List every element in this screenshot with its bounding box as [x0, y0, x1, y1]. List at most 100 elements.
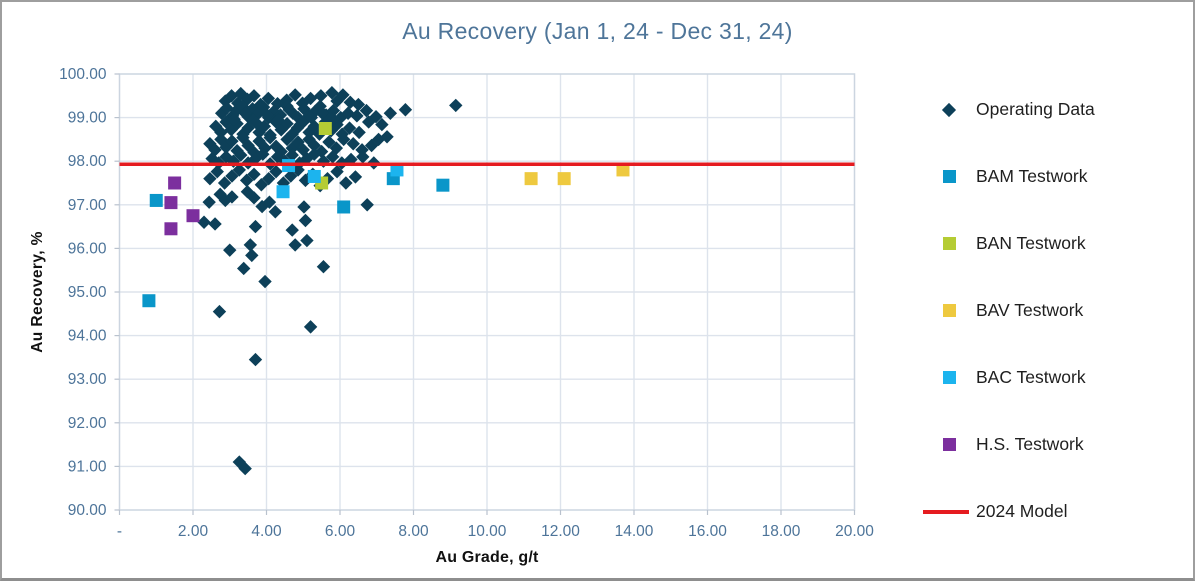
data-point-diamond	[348, 170, 363, 184]
data-point-diamond	[375, 117, 389, 132]
data-point-diamond	[298, 213, 313, 228]
legend-label: BAC Testwork	[976, 367, 1086, 387]
legend-label: BAV Testwork	[976, 300, 1084, 320]
x-tick-label: -	[117, 523, 122, 540]
data-point-diamond	[369, 110, 383, 124]
legend-marker-box	[934, 237, 964, 250]
data-point-diamond	[288, 88, 302, 102]
data-point-diamond	[202, 195, 216, 209]
data-point-diamond	[314, 89, 328, 103]
x-tick-label: 14.00	[615, 523, 654, 540]
legend-item: BAC Testwork	[922, 344, 1188, 411]
data-point-diamond	[203, 171, 217, 186]
data-point-diamond	[351, 97, 366, 112]
data-point-diamond	[239, 173, 254, 188]
data-point-diamond	[197, 215, 211, 229]
data-point-diamond	[335, 127, 349, 141]
data-point-diamond	[325, 150, 340, 164]
y-tick-label: 95.00	[68, 284, 107, 301]
data-point-diamond	[346, 137, 360, 151]
data-point-diamond	[398, 103, 413, 117]
data-point-diamond	[261, 91, 276, 106]
legend-marker-box	[923, 509, 969, 514]
data-point-diamond	[298, 173, 313, 188]
x-tick-label: 20.00	[835, 523, 874, 540]
x-axis-title: Au Grade, g/t	[435, 549, 539, 566]
data-point-diamond	[269, 164, 283, 179]
data-point-diamond	[210, 164, 224, 179]
legend-item: BAM Testwork	[922, 143, 1188, 210]
legend-marker-box	[934, 304, 964, 317]
data-point-diamond	[245, 102, 260, 116]
y-tick-label: 90.00	[68, 502, 107, 519]
data-point-diamond	[280, 132, 294, 147]
data-point-diamond	[336, 88, 350, 102]
data-point-diamond	[238, 106, 252, 120]
data-point-square	[524, 172, 538, 186]
data-point-square	[186, 209, 200, 223]
data-point-diamond	[263, 130, 277, 145]
legend-marker-box	[934, 438, 964, 451]
data-point-diamond	[297, 200, 311, 214]
y-tick-label: 92.00	[68, 415, 107, 432]
data-point-diamond	[336, 132, 351, 147]
data-point-diamond	[360, 198, 374, 212]
legend-marker-box	[934, 371, 964, 384]
y-tick-label: 94.00	[68, 328, 107, 345]
data-point-diamond	[243, 238, 258, 252]
data-point-square	[276, 185, 290, 199]
data-point-diamond	[212, 304, 227, 319]
data-point-diamond	[330, 164, 344, 179]
data-point-diamond	[218, 94, 233, 108]
data-point-diamond	[241, 138, 255, 153]
data-point-diamond	[341, 106, 355, 120]
data-point-diamond	[325, 86, 339, 100]
legend-label: 2024 Model	[976, 501, 1068, 521]
data-point-diamond	[307, 138, 321, 153]
y-tick-label: 93.00	[68, 371, 107, 388]
data-point-square	[164, 222, 178, 236]
data-point-diamond	[316, 260, 331, 274]
data-point-diamond	[260, 108, 274, 122]
data-point-diamond	[245, 248, 259, 263]
x-tick-label: 8.00	[398, 523, 429, 540]
data-point-diamond	[247, 89, 261, 103]
data-point-diamond	[262, 195, 277, 209]
data-point-diamond	[256, 147, 270, 161]
data-point-diamond	[227, 112, 241, 127]
x-tick-label: 12.00	[541, 523, 580, 540]
data-point-square	[557, 172, 571, 186]
data-point-diamond	[285, 148, 299, 162]
data-point-diamond	[254, 178, 269, 192]
data-point-diamond	[350, 109, 364, 123]
data-point-diamond	[225, 190, 239, 204]
x-tick-label: 18.00	[762, 523, 801, 540]
data-point-diamond	[361, 115, 376, 129]
legend-item: Operating Data	[922, 76, 1188, 143]
data-point-diamond	[304, 110, 319, 125]
data-point-diamond	[247, 167, 261, 181]
data-point-diamond	[293, 117, 308, 132]
data-point-diamond	[224, 123, 238, 137]
data-point-diamond	[342, 121, 357, 135]
y-tick-label: 98.00	[68, 153, 107, 170]
data-point-diamond	[208, 217, 222, 231]
legend-label: BAN Testwork	[976, 233, 1086, 253]
legend-marker-box	[934, 102, 964, 117]
data-point-diamond	[238, 461, 252, 476]
data-point-diamond	[356, 150, 370, 164]
data-point-diamond	[326, 103, 341, 118]
data-point-diamond	[359, 103, 374, 118]
square-marker-icon	[942, 170, 956, 183]
data-point-square	[168, 176, 182, 190]
data-point-diamond	[380, 130, 394, 144]
data-point-diamond	[364, 138, 379, 153]
legend-item: H.S. Testwork	[922, 411, 1188, 478]
chart-title: Au Recovery (Jan 1, 24 - Dec 31, 24)	[402, 18, 793, 44]
data-point-diamond	[282, 103, 296, 117]
data-point-diamond	[209, 119, 223, 134]
data-point-diamond	[217, 176, 232, 190]
data-point-diamond	[307, 147, 321, 161]
